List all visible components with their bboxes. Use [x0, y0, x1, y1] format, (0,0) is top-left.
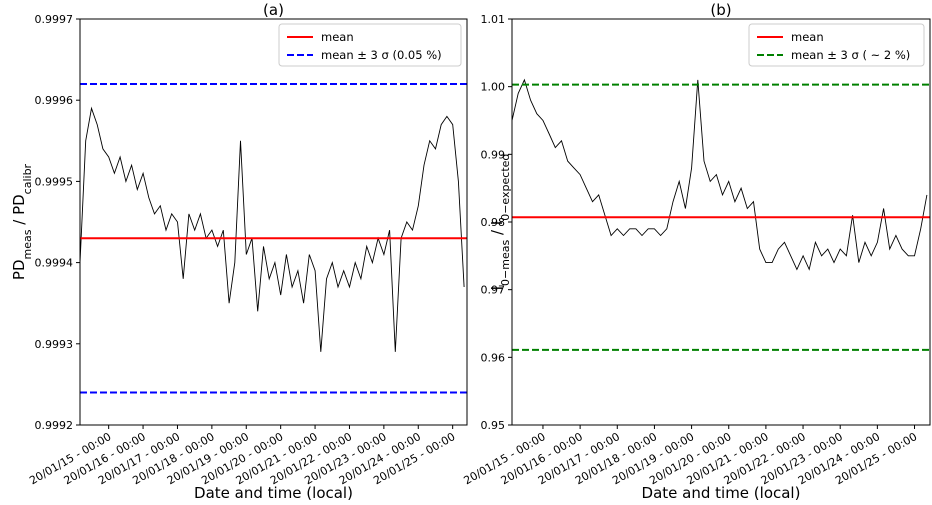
legend-label: mean ± 3 σ (0.05 %) [321, 48, 442, 62]
y-tick-label: 0.96 [481, 351, 506, 364]
data-line [512, 78, 928, 271]
y-tick-label: 0.97 [481, 284, 506, 297]
y-tick-label: 0.99 [481, 148, 506, 161]
y-tick-label: 0.9996 [35, 94, 74, 107]
legend-label: mean ± 3 σ ( ~ 2 %) [791, 48, 910, 62]
y-axis-label-part: PD [10, 259, 28, 280]
y-tick-label: 0.98 [481, 216, 506, 229]
plot-frame [511, 18, 931, 426]
x-axis-label: Date and time (local) [194, 484, 353, 502]
chart-title: (a) [263, 1, 284, 19]
x-axis-label: Date and time (local) [642, 484, 801, 502]
y-tick-label: 0.9993 [35, 338, 74, 351]
legend-box [278, 23, 462, 67]
y-axis-label-part: / PD [10, 194, 28, 229]
y-tick-label: 0.95 [481, 419, 506, 432]
y-axis-label-sub: calibr [21, 163, 34, 194]
y-tick-label: 0.9997 [35, 13, 74, 26]
y-axis-label: I0−meas / I0−expected [488, 154, 512, 291]
y-tick-label: 1.01 [481, 13, 506, 26]
y-axis-label-sub: 0−expected [499, 154, 512, 221]
y-tick-label: 0.9994 [35, 257, 74, 270]
legend-label: mean [321, 30, 354, 44]
y-axis-label-sub: meas [21, 229, 34, 259]
legend-label: mean [791, 30, 824, 44]
data-line [80, 106, 465, 352]
y-axis-label: PDmeas / PDcalibr [10, 163, 34, 280]
plot-frame [79, 18, 468, 426]
legend-box [748, 23, 925, 67]
y-tick-label: 0.9992 [35, 419, 74, 432]
y-axis-label-sub: 0−meas [499, 240, 512, 286]
y-axis-label-part: I [488, 286, 506, 290]
y-tick-label: 1.00 [481, 81, 506, 94]
y-axis-label-part: / I [488, 221, 506, 240]
chart-title: (b) [710, 1, 731, 19]
y-tick-label: 0.9995 [35, 175, 74, 188]
